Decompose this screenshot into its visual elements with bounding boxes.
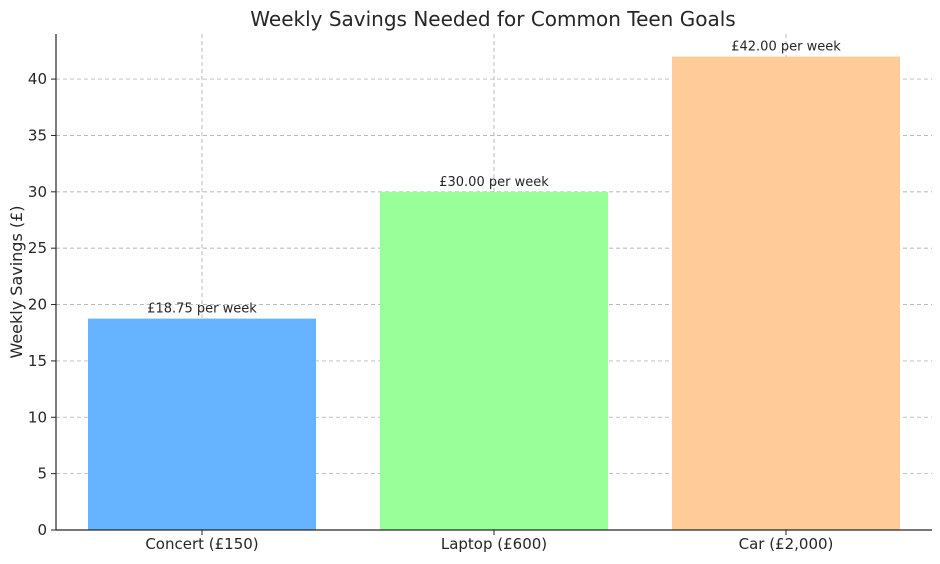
- y-tick-label: 25: [28, 239, 47, 257]
- bar: [88, 318, 316, 530]
- data-labels-group: £18.75 per week £30.00 per week £42.00 per…: [147, 40, 841, 317]
- y-tick-label: 40: [28, 70, 47, 88]
- y-tick-label: 20: [28, 296, 47, 314]
- bar: [380, 191, 608, 530]
- y-tick-label: 0: [37, 521, 47, 539]
- x-tick-label: Laptop (£600): [441, 535, 547, 553]
- x-tick-label: Car (£2,000): [739, 535, 834, 553]
- y-tick-label: 30: [28, 183, 47, 201]
- chart-title: Weekly Savings Needed for Common Teen Go…: [250, 7, 735, 31]
- y-tick-label: 15: [28, 352, 47, 370]
- x-tick-label: Concert (£150): [145, 535, 258, 553]
- bar-data-label: £30.00 per week: [439, 175, 549, 190]
- y-tick-label: 35: [28, 126, 47, 144]
- y-tick-label: 5: [37, 465, 47, 483]
- y-axis-label: Weekly Savings (£): [7, 205, 26, 358]
- y-ticks-group: 0 5 10 15 20 25 30 35 40: [28, 70, 56, 539]
- bar-data-label: £18.75 per week: [147, 302, 257, 317]
- bar-data-label: £42.00 per week: [731, 40, 841, 55]
- x-ticks-group: Concert (£150) Laptop (£600) Car (£2,000): [145, 530, 833, 553]
- bar: [672, 56, 900, 530]
- bars-group: [88, 56, 900, 530]
- y-tick-label: 10: [28, 408, 47, 426]
